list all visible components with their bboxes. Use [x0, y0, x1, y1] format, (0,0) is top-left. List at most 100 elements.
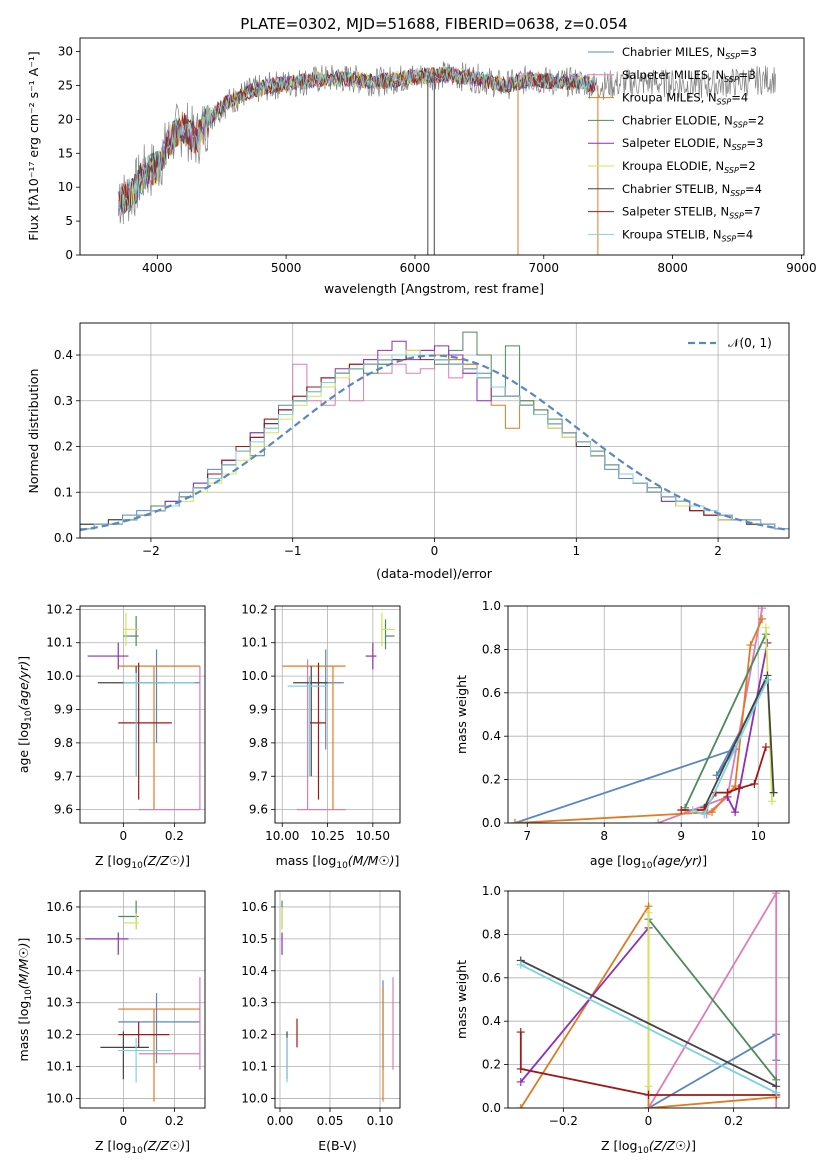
x-tick-label: 0	[120, 829, 128, 843]
series-point	[516, 1077, 525, 1086]
x-tick-label: 10	[751, 829, 766, 843]
model-spectrum-kroupa-stelib	[118, 68, 596, 213]
x-tick-label: 6000	[400, 261, 431, 275]
legend-label: Salpeter MILES, NSSP=3	[622, 68, 756, 84]
plot-area	[80, 331, 789, 538]
x-axis-label: E(B-V)	[318, 1138, 357, 1153]
series-point	[654, 819, 663, 823]
y-tick-label: 10.2	[241, 1028, 268, 1042]
y-tick-label: 15	[58, 146, 73, 160]
errorbar-kroupa-stelib	[118, 1037, 172, 1083]
x-axis-label: mass [log10(M/M☉)]	[276, 853, 400, 871]
errorbar-salpeter-miles	[296, 659, 346, 811]
y-tick-label: 0.0	[482, 816, 501, 830]
series-point	[761, 743, 770, 752]
age-vs-metallicity-plot: 0 0.2 9.6 9.7 9.8 9.9 10.0 10.1 10.2 Z [log10(Z/Z…	[16, 602, 206, 871]
errorbar-kroupa-elodie	[123, 612, 139, 647]
y-tick-label: 0.0	[482, 1101, 501, 1115]
series-line	[520, 927, 650, 1083]
errorbar-kroupa-elodie	[381, 612, 395, 647]
figure-title: PLATE=0302, MJD=51688, FIBERID=0638, z=0…	[240, 15, 627, 33]
y-tick-label: 10.4	[241, 964, 268, 978]
y-tick-label: 10.0	[241, 669, 268, 683]
series-point	[731, 808, 740, 817]
series-point	[516, 1028, 525, 1037]
plot-area	[281, 900, 394, 1102]
y-tick-label: 10.2	[46, 1028, 73, 1042]
y-tick-label: 10.2	[46, 602, 73, 616]
y-tick-label: 10.0	[46, 1091, 73, 1105]
y-tick-label: 10.0	[241, 1091, 268, 1105]
series-point	[723, 788, 732, 797]
x-tick-label: 0	[120, 1114, 128, 1128]
axes-frame	[274, 890, 401, 1109]
y-tick-label: 10.3	[241, 996, 268, 1010]
series-point	[772, 1088, 781, 1097]
series-point	[772, 891, 781, 898]
y-tick-label: 0	[65, 248, 73, 262]
y-tick-label: 0.4	[54, 348, 73, 362]
series-point	[516, 1104, 525, 1108]
series-point	[768, 797, 777, 806]
normal-distribution-curve	[80, 354, 789, 532]
x-axis-label: wavelength [Angstrom, rest frame]	[324, 281, 544, 296]
legend: Chabrier MILES, NSSP=3 Salpeter MILES, NS…	[588, 45, 764, 243]
x-tick-label: 9	[677, 829, 685, 843]
y-tick-label: 1.0	[482, 884, 501, 898]
errorbar-salpeter-elodie	[85, 932, 129, 955]
x-tick-label: −1	[284, 544, 302, 558]
mass-vs-ebv-plot: 0.00 0.05 0.10 10.0 10.1 10.2 10.3 10.4 10.5 10.6…	[241, 890, 401, 1153]
series-point	[516, 960, 525, 969]
errorbar-chabrier-miles	[307, 649, 344, 750]
x-tick-label: 8	[600, 829, 608, 843]
x-tick-label: 0.2	[165, 829, 184, 843]
x-tick-label: 0.00	[267, 1114, 294, 1128]
y-tick-label: 10.1	[241, 636, 268, 650]
legend-label: Salpeter ELODIE, NSSP=3	[622, 136, 763, 152]
series-point	[644, 908, 653, 917]
errorbar-chabrier-miles	[155, 649, 200, 743]
series-point	[746, 641, 755, 650]
series-line	[520, 963, 777, 1094]
mass-weight-vs-age-plot: 7 8 9 10 0.0 0.2 0.4 0.6 0.8 1.0 age [log10(age/yr…	[454, 599, 790, 871]
y-tick-label: 1.0	[482, 599, 501, 613]
x-tick-label: 0.2	[724, 1114, 743, 1128]
axes-frame	[79, 37, 805, 256]
y-tick-label: 9.6	[54, 803, 73, 817]
histogram-kroupa-stelib	[80, 354, 789, 538]
y-tick-label: 9.9	[54, 702, 73, 716]
y-axis-label: Flux [fλ10⁻¹⁷ erg cm⁻² s⁻¹ A⁻¹]	[26, 51, 41, 240]
x-tick-label: 10.50	[356, 829, 390, 843]
x-tick-label: 9000	[786, 261, 817, 275]
errorbar-salpeter-miles	[138, 977, 201, 1070]
y-tick-label: 20	[58, 112, 73, 126]
series-kroupa-stelib	[516, 960, 781, 1097]
mass-weight-vs-metallicity-plot: −0.2 0 0.2 0.0 0.2 0.4 0.6 0.8 1.0 Z [log10(Z/Z☉)…	[454, 884, 790, 1156]
series-point	[677, 805, 686, 814]
plot-area	[87, 612, 201, 811]
errorbar-kroupa-stelib	[287, 676, 328, 777]
x-tick-label: 0	[431, 544, 439, 558]
x-axis-label: Z [log10(Z/Z☉)]	[601, 1138, 696, 1156]
axes-frame	[79, 605, 206, 824]
residual-histogram-plot: −2 −1 0 1 2 0.0 0.1 0.2 0.3 0.4 (data-model)/error…	[26, 322, 790, 581]
errorbar-kroupa-elodie	[123, 913, 139, 930]
y-tick-label: 9.9	[249, 702, 268, 716]
axes-frame	[274, 605, 401, 824]
plot-area	[516, 891, 781, 1108]
y-axis-label: mass [log10(M/M☉)]	[16, 938, 34, 1062]
x-tick-label: 7	[523, 829, 531, 843]
y-tick-label: 9.8	[54, 736, 73, 750]
y-tick-label: 0.4	[482, 729, 501, 743]
y-tick-label: 0.6	[482, 686, 501, 700]
y-axis-label: age [log10(age/yr)]	[16, 656, 34, 773]
series-salpeter-stelib	[677, 743, 770, 814]
x-tick-label: −2	[142, 544, 160, 558]
series-point	[734, 784, 743, 793]
y-tick-label: 25	[58, 78, 73, 92]
spectrum-plot: 4000 5000 6000 7000 8000 9000 0 5 10 15 20 25 30 wave…	[26, 37, 817, 296]
series-line	[648, 1032, 778, 1108]
y-tick-label: 10.2	[241, 602, 268, 616]
y-tick-label: 0.3	[54, 394, 73, 408]
x-axis-label: (data-model)/error	[376, 566, 493, 581]
